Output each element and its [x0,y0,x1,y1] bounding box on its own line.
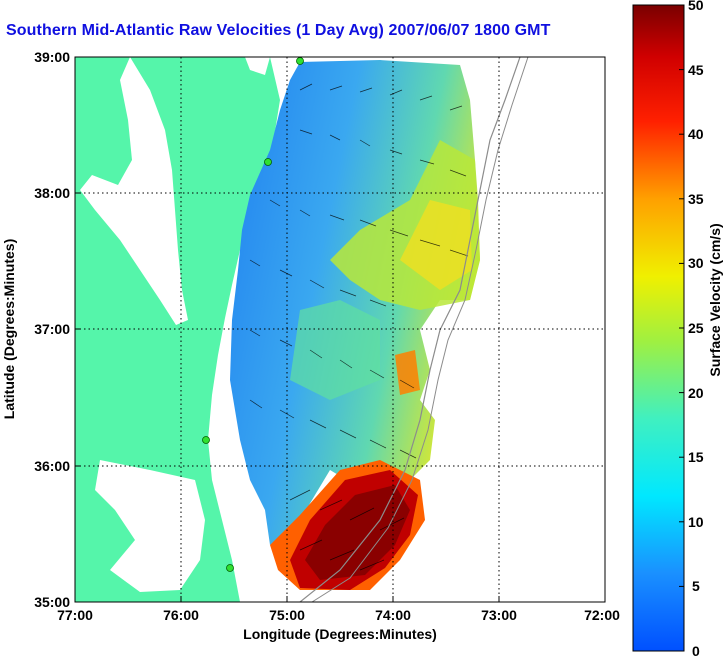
velocity-vectors [249,83,469,571]
y-tick-label: 39:00 [34,49,70,65]
colorbar-tick: 20 [688,385,704,401]
radar-site [296,57,304,65]
x-axis-label: Longitude (Degrees:Minutes) [243,626,437,642]
radar-site [202,436,210,444]
x-tick-label: 72:00 [584,607,620,623]
colorbar-tick: 50 [688,0,704,13]
y-tick-label: 35:00 [34,594,70,610]
x-tick-label: 75:00 [269,607,305,623]
colorbar-tick: 10 [688,514,704,530]
y-tick-label: 37:00 [34,321,70,337]
pamlico-sound [95,460,205,592]
x-tick-label: 74:00 [375,607,411,623]
x-tick-label: 76:00 [163,607,199,623]
colorbar-tick: 30 [688,255,704,271]
x-tick-label: 77:00 [57,607,93,623]
y-tick-label: 36:00 [34,458,70,474]
x-tick-label: 73:00 [481,607,517,623]
map-grid [75,57,605,602]
colorbar-tick: 5 [692,578,700,594]
colorbar-tick: 35 [688,191,704,207]
y-axis-label: Latitude (Degrees:Minutes) [1,239,17,419]
colorbar-tick: 45 [688,62,704,78]
colorbar-tick: 40 [688,126,704,142]
colorbar-label: Surface Velocity (cm/s) [707,223,723,376]
chesapeake-bay [80,57,188,325]
y-tick-label: 38:00 [34,185,70,201]
map-title: Southern Mid-Atlantic Raw Velocities (1 … [6,22,551,39]
colorbar-tick: 15 [688,449,704,465]
delaware-bay [245,57,270,75]
radar-site [226,564,234,572]
velocity-field [230,60,480,545]
colorbar [632,4,685,652]
colorbar-tick: 25 [688,320,704,336]
colorbar-tick: 0 [692,643,700,659]
radar-site [264,158,272,166]
